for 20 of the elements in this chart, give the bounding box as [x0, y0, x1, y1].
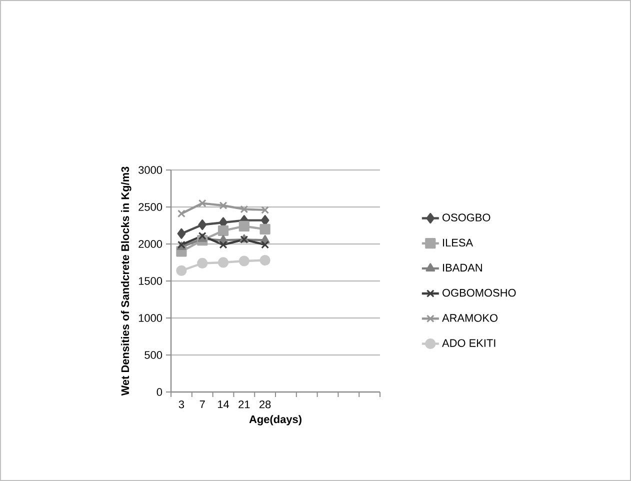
y-tick-label: 1500 — [138, 277, 162, 285]
y-axis-title: Wet Densities of Sandcrete Blocks in Kg/m3 — [121, 166, 132, 396]
x-tick-label: 3 — [178, 400, 184, 408]
x-tick-label: 28 — [260, 400, 271, 408]
y-tick-label: 0 — [156, 388, 162, 396]
y-tick-label: 2500 — [138, 203, 162, 211]
legend-label: OGBOMOSHO — [442, 288, 516, 297]
y-tick-label: 3000 — [138, 166, 162, 174]
y-tick-label: 2000 — [138, 240, 162, 248]
legend-label: OSOGBO — [442, 214, 490, 222]
legend-label: ARAMOKO — [442, 314, 498, 322]
y-tick-label: 500 — [144, 351, 162, 359]
legend-label: ADO EKITI — [442, 339, 496, 347]
x-axis-title: Age(days) — [249, 415, 302, 426]
x-tick-label: 14 — [218, 400, 230, 408]
x-tick-label: 21 — [238, 400, 250, 408]
y-tick-label: 1000 — [138, 314, 162, 322]
legend-label: IBADAN — [443, 264, 482, 272]
legend-label: ILESA — [443, 238, 474, 247]
x-tick-label: 7 — [200, 400, 205, 408]
